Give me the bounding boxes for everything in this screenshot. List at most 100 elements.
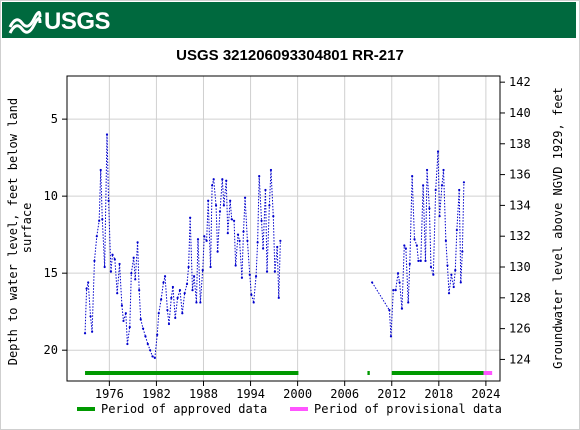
data-point bbox=[118, 262, 121, 266]
series-segment bbox=[206, 200, 209, 241]
data-point bbox=[438, 215, 441, 218]
data-point bbox=[218, 210, 222, 213]
data-point bbox=[238, 239, 241, 242]
data-point bbox=[446, 264, 449, 267]
y-axis-left-label: Depth to water level, feet below land su… bbox=[6, 91, 34, 366]
data-point bbox=[225, 179, 228, 182]
data-point bbox=[178, 289, 182, 292]
data-point bbox=[264, 188, 267, 192]
y-right-tick-label: 126 bbox=[509, 322, 531, 336]
series-segment bbox=[435, 151, 439, 191]
data-point bbox=[222, 204, 225, 207]
data-point bbox=[242, 230, 245, 233]
series-segment bbox=[253, 276, 257, 303]
data-point bbox=[128, 325, 131, 329]
y-right-tick-label: 140 bbox=[509, 106, 531, 120]
series-segment bbox=[448, 274, 452, 294]
legend: Period of approved data Period of provisi… bbox=[77, 402, 502, 416]
data-point bbox=[455, 228, 458, 232]
y-right-tick-label: 136 bbox=[509, 168, 531, 182]
y-right-tick-label: 128 bbox=[509, 291, 531, 305]
data-point bbox=[151, 355, 154, 358]
y-left-tick-label: 5 bbox=[51, 112, 58, 126]
series-segment bbox=[453, 270, 456, 288]
data-point bbox=[196, 238, 200, 241]
x-tick-label: 1976 bbox=[95, 387, 124, 401]
y-right-tick-label: 132 bbox=[509, 229, 531, 243]
y-axis-right-label: Groundwater level above NGVD 1929, feet bbox=[551, 87, 565, 369]
data-point bbox=[211, 184, 214, 187]
data-point bbox=[454, 268, 457, 272]
data-point bbox=[95, 235, 98, 238]
water-level-series bbox=[83, 133, 466, 359]
data-point bbox=[136, 241, 139, 244]
approved-period-bar bbox=[367, 371, 370, 375]
legend-approved-label: Period of approved data bbox=[101, 402, 267, 416]
legend-provisional-label: Period of provisional data bbox=[314, 402, 502, 416]
series-segment bbox=[177, 289, 181, 298]
series-segment bbox=[255, 242, 259, 277]
series-segment bbox=[272, 216, 276, 272]
series-segment bbox=[125, 313, 128, 345]
data-point bbox=[258, 175, 261, 178]
data-point bbox=[269, 168, 273, 172]
x-tick-label: 2024 bbox=[471, 387, 500, 401]
usgs-logo-text: USGS bbox=[44, 8, 111, 35]
series-segment bbox=[197, 239, 201, 303]
provisional-period-bar bbox=[483, 371, 493, 375]
series-segment bbox=[96, 220, 100, 237]
data-point bbox=[434, 188, 437, 192]
series-segment bbox=[399, 282, 403, 309]
x-tick-label: 1994 bbox=[236, 387, 265, 401]
data-point bbox=[122, 319, 125, 323]
series-segment bbox=[207, 200, 212, 268]
data-point bbox=[398, 281, 401, 284]
data-point bbox=[230, 218, 233, 221]
data-point bbox=[205, 239, 208, 242]
series-segment bbox=[213, 179, 217, 206]
series-segment bbox=[217, 211, 221, 252]
series-segment bbox=[276, 246, 280, 298]
series-segment bbox=[84, 288, 88, 334]
series-segment bbox=[140, 319, 144, 329]
series-segment bbox=[221, 179, 225, 206]
series-segment bbox=[137, 242, 140, 291]
data-point bbox=[461, 250, 464, 253]
data-point bbox=[149, 349, 152, 352]
data-point bbox=[262, 247, 265, 250]
series-segment bbox=[144, 336, 149, 345]
series-segment bbox=[210, 185, 213, 268]
series-segment bbox=[439, 185, 443, 217]
data-point bbox=[130, 272, 133, 275]
series-segment bbox=[460, 251, 463, 283]
data-point bbox=[440, 184, 444, 187]
series-segment bbox=[138, 290, 142, 320]
data-point bbox=[99, 168, 102, 172]
series-segment bbox=[156, 313, 160, 335]
series-segment bbox=[270, 169, 274, 217]
y-right-tick-label: 134 bbox=[509, 198, 531, 212]
series-segment bbox=[257, 176, 260, 243]
data-point bbox=[252, 301, 255, 304]
data-point bbox=[417, 259, 420, 262]
data-point bbox=[141, 327, 145, 330]
series-segment bbox=[397, 273, 401, 283]
series-segment bbox=[179, 290, 183, 314]
y-axis-left-label-line2: surface bbox=[20, 203, 34, 254]
series-segment bbox=[192, 276, 195, 291]
data-point bbox=[265, 270, 269, 273]
series-segment bbox=[114, 259, 118, 294]
data-point bbox=[105, 133, 109, 136]
data-point bbox=[462, 181, 466, 184]
data-point bbox=[396, 272, 400, 275]
series-segment bbox=[239, 240, 243, 278]
approved-period-bar bbox=[85, 371, 299, 375]
series-segment bbox=[395, 273, 399, 291]
series-segment bbox=[160, 282, 164, 300]
data-point bbox=[447, 292, 451, 295]
data-point bbox=[93, 259, 96, 262]
data-point bbox=[212, 178, 215, 181]
series-segment bbox=[401, 245, 405, 309]
data-point bbox=[157, 312, 160, 315]
